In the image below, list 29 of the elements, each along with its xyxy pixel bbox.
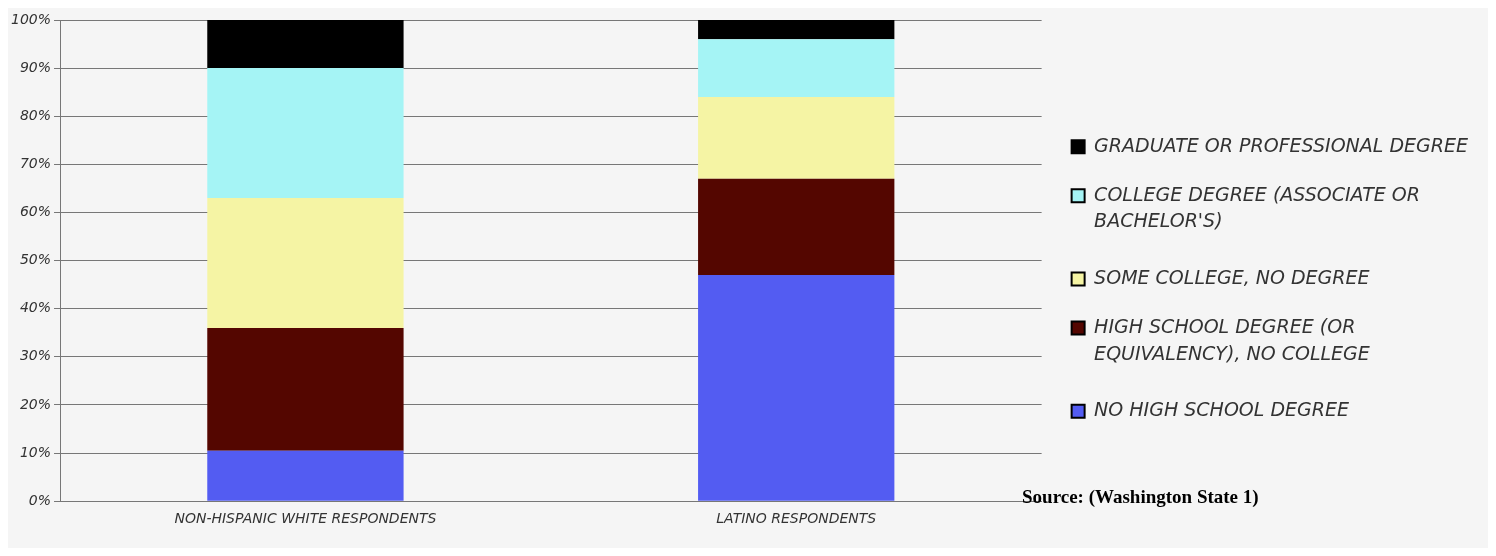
y-tick-label: 70% [19,155,52,171]
y-tick-label: 40% [19,299,52,316]
y-tick-label: 30% [19,347,52,364]
y-tick-label: 90% [19,58,52,75]
y-tick-label: 100% [10,10,52,27]
x-tick-label: LATINO RESPONDENTS [716,510,877,527]
legend-label: NO HIGH SCHOOL DEGREE [1094,398,1349,421]
x-tick-label: NON-HISPANIC WHITE RESPONDENTS [174,510,437,527]
y-tick-label: 60% [19,203,52,220]
legend-label: HIGH SCHOOL DEGREE (OR EQUIVALENCY), NO COLLEGE [1094,314,1370,364]
bar [207,20,404,69]
bar [698,20,895,40]
bar [698,275,895,501]
y-tick-label: 20% [19,395,52,412]
bar [207,327,404,451]
bar [698,178,895,276]
bar [698,39,895,97]
bar [207,450,404,501]
bar [207,68,404,199]
y-tick-label: 50% [19,251,52,268]
annotation: Source: (Washington State 1) [1021,485,1260,509]
legend-label: GRADUATE OR PROFESSIONAL DEGREE [1094,133,1469,156]
y-tick-label: 80% [19,106,52,123]
bar [698,96,895,179]
legend-label: SOME COLLEGE, NO DEGREE [1094,265,1370,288]
legend-label: COLLEGE DEGREE (ASSOCIATE OR BACHELOR'S) [1094,182,1421,232]
y-tick-label: 0% [28,491,52,508]
y-tick-label: 10% [19,443,52,460]
bar [207,198,404,328]
